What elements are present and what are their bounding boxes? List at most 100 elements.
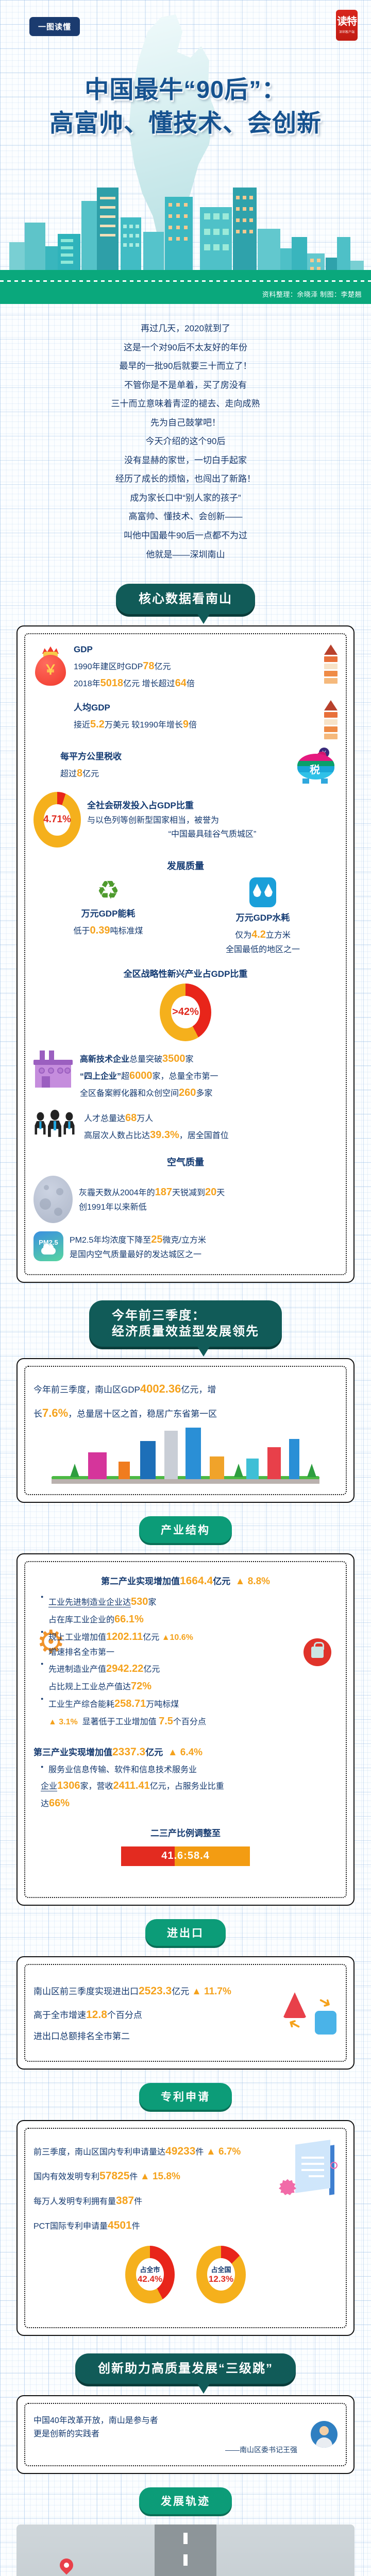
text: 倍 xyxy=(189,721,197,730)
donut-value: 4.71% xyxy=(43,814,71,825)
import-export-exchange-icon: ➜ ➜ xyxy=(281,1989,338,2037)
text: ，居全国首位 xyxy=(179,1131,229,1140)
metric-gdp: ￥ GDP 1990年建区时GDP78亿元 2018年5018亿元 增长超过64… xyxy=(33,645,338,692)
intro-line: 最早的一批90后就要三十而立了！ xyxy=(119,361,252,371)
text: 家，总量全市第一 xyxy=(152,1072,218,1081)
intro-line: 成为家长口中“别人家的孩子” xyxy=(130,493,241,503)
section-header-q3: 今年前三季度： 经济质量效益型发展领先 xyxy=(0,1300,371,1357)
text: 件 xyxy=(131,2222,140,2231)
intro-line: 再过几天，2020就到了 xyxy=(141,324,230,333)
metric-haze-days: 灰霾天数从2004年的187天锐减到20天 创1991年以来新低 xyxy=(33,1175,338,1223)
patent-seal-icon xyxy=(279,2179,296,2195)
intro-line: 经历了成长的烦恼，也闯出了新路！ xyxy=(115,474,256,484)
metric-line: 每万人发明专利拥有量387件 xyxy=(33,2189,273,2213)
list-item: 企业1306家，营收2411.41亿元，占服务业比重 xyxy=(41,1780,224,1792)
donut-label: 占全国 xyxy=(211,2266,231,2274)
intro-line: 他就是——深圳南山 xyxy=(146,549,225,560)
value: 5.2 xyxy=(90,719,105,731)
value: 4.2 xyxy=(251,929,266,941)
text: 第二产业实现增加值 xyxy=(100,1576,180,1586)
tab-label: 进出口 xyxy=(145,1919,226,1946)
metric-line: 前三季度，南山区国内专利申请量达49233件 ▲ 6.7% xyxy=(33,2139,273,2164)
list-item: 达66% xyxy=(41,1798,70,1809)
value: 187 xyxy=(155,1186,172,1198)
text: 仅为 xyxy=(235,931,252,940)
metric-line: 2018年5018亿元 增长超过64倍 xyxy=(74,675,318,692)
growth: ▲ 6.4% xyxy=(167,1747,203,1758)
money-bag-icon: ￥ xyxy=(33,645,68,686)
list-item: 先进制造业产值2942.22亿元 xyxy=(41,1660,338,1677)
text: 灰霾天数从2004年的 xyxy=(79,1188,155,1197)
donut-value: >42% xyxy=(172,1006,199,1018)
text: 亿元，增 xyxy=(181,1385,216,1395)
list-item: 工业先进制造业企业达530家 xyxy=(41,1593,338,1611)
text: 南山区前三季度实现进出口 xyxy=(33,1986,139,1996)
tertiary-industry-bullets: 服务业信息传输、软件和信息技术服务业 企业1306家，营收2411.41亿元，占… xyxy=(41,1763,338,1812)
intro-line: 三十而立意味着青涩的褪去、走向成熟 xyxy=(111,399,260,409)
text: 低于 xyxy=(73,927,90,936)
list-item: 服务业信息传输、软件和信息技术服务业 xyxy=(41,1763,338,1777)
page-title-line2: 高富帅、懂技术、会创新 xyxy=(49,109,322,137)
text: 接近 xyxy=(74,721,91,730)
value: 9 xyxy=(182,719,189,731)
tab-patent-applications: 专利申请 xyxy=(0,2082,371,2110)
text: 全区备案孵化器和众创空间 xyxy=(80,1089,179,1098)
value: 64 xyxy=(175,677,187,689)
text: 万美元 较1990年增长 xyxy=(104,721,183,730)
value: 260 xyxy=(179,1087,196,1098)
metric-line: 进出口总额排名全市第二 xyxy=(33,2031,130,2042)
value: 3500 xyxy=(162,1053,185,1064)
pm25-icon: PM2.5 xyxy=(33,1231,63,1262)
text: 倍 xyxy=(186,680,195,689)
quote-line1: 中国40年改革开放，南山是参与者 xyxy=(33,2416,158,2425)
people-group-icon xyxy=(33,1109,78,1137)
metric-line: 低于0.39吨标准煤 xyxy=(33,922,183,939)
text: 前三季度，南山区国内专利申请量达 xyxy=(33,2147,166,2157)
value: 49233 xyxy=(165,2145,196,2157)
text: 今年前三季度，南山区GDP xyxy=(33,1385,140,1395)
text: 亿元 xyxy=(145,1747,163,1757)
text: 天锐减到 xyxy=(172,1188,205,1197)
map-pin-icon xyxy=(57,2555,76,2575)
text: 第三产业实现增加值 xyxy=(33,1747,112,1757)
patent-document-icon xyxy=(276,2139,338,2201)
intro-line: 不管你是不是单着，买了房没有 xyxy=(124,380,247,390)
growth: ▲ 11.7% xyxy=(191,1986,231,1997)
section-header-label: 核心数据看南山 xyxy=(139,592,232,606)
piggy-bank-icon: ￥ 税 xyxy=(296,748,338,784)
tab-label: 专利申请 xyxy=(139,2082,232,2110)
text: 国内有效发明专利 xyxy=(33,2172,100,2181)
piggy-label: 税 xyxy=(310,765,320,776)
list-item: 占比规上工业总产值达72% xyxy=(48,1680,152,1692)
subsection-title-air-quality: 空气质量 xyxy=(167,1157,204,1167)
text: 亿元 增长超过 xyxy=(123,680,175,689)
value: 4501 xyxy=(108,2219,132,2232)
hero-section: 一图读懂 读特 深圳客户端 中国最牛“90后”： 高富帅、懂技术、会创新 xyxy=(0,0,371,304)
intro-line: 先为自己鼓掌吧！ xyxy=(150,417,221,428)
value: 0.39 xyxy=(90,925,110,937)
text: 件 xyxy=(134,2197,143,2207)
q3-summary-card: 今年前三季度，南山区GDP4002.36亿元，增 长7.6%，总量居十区之首，稳… xyxy=(16,1358,355,1503)
donut-value: 42.4% xyxy=(137,2274,163,2284)
text: 家 xyxy=(185,1055,194,1064)
text: PM2.5年均浓度下降至 xyxy=(70,1235,151,1245)
text: 件 xyxy=(129,2172,138,2181)
core-data-card: ￥ GDP 1990年建区时GDP78亿元 2018年5018亿元 增长超过64… xyxy=(16,625,355,1283)
metric-water-consumption: 万元GDP水耗 仅为4.2立方米 全国最低的地区之一 xyxy=(188,877,338,957)
text: ，总量居十区之首，稳居广东省第一区 xyxy=(68,1409,217,1419)
metric-line: 1990年建区时GDP78亿元 xyxy=(74,658,318,675)
list-item: 工业生产综合能耗258.71万吨标煤 xyxy=(41,1695,338,1713)
text: 超过 xyxy=(60,770,77,779)
section-header-label: 创新助力高质量发展“三级跳” xyxy=(98,2361,273,2376)
metric-enterprises: 高新技术企业总量突破3500家 “四上企业”超6000家，总量全市第一 全区备案… xyxy=(33,1050,338,1101)
metric-energy-consumption: ♻ 万元GDP能耗 低于0.39吨标准煤 xyxy=(33,877,183,957)
text: 1990年建区时GDP xyxy=(74,663,143,672)
intro-line: 这是一个对90后不太友好的年份 xyxy=(124,342,247,352)
metric-line: 人才总量达68万人 xyxy=(84,1110,338,1127)
quote-attribution: ——南山区委书记王强 xyxy=(225,2445,297,2454)
text: 高新技术企业 xyxy=(80,1055,130,1064)
dute-logo-name: 读特 xyxy=(337,16,357,27)
metric-title: 人均GDP xyxy=(74,703,110,713)
value: 12.8 xyxy=(86,2008,107,2021)
